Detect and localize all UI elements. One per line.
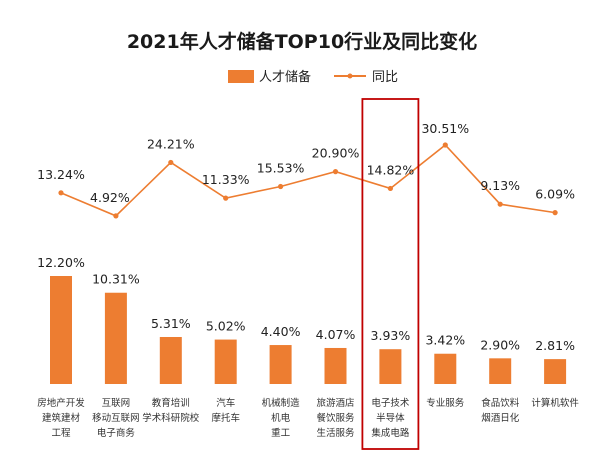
line-point: [332, 169, 339, 175]
bar-value-label: 2.81%: [535, 338, 575, 353]
line-value-label: 30.51%: [421, 121, 469, 136]
legend-bar-swatch: [228, 70, 254, 83]
bar-value-label: 10.31%: [92, 272, 140, 287]
bar-labels: 12.20% 10.31% 5.31% 5.02% 4.40% 4.07% 3.93% 3.4…: [37, 255, 575, 353]
chart-title: 2021年人才储备TOP10行业及同比变化: [127, 30, 477, 53]
bar: [214, 339, 237, 384]
line-point: [552, 210, 558, 216]
category-label: 房地产开发建筑建材工程: [37, 397, 85, 439]
category-label: 汽车摩托车: [211, 397, 240, 424]
bar-value-label: 3.42%: [425, 333, 465, 348]
bar-value-label: 2.90%: [480, 337, 520, 352]
category-labels: 房地产开发建筑建材工程互联网移动互联网电子商务教育培训学术科研院校汽车摩托车机械…: [37, 397, 579, 439]
line-point: [58, 190, 64, 196]
bar-value-label: 12.20%: [37, 255, 85, 270]
bar-value-label: 4.07%: [316, 327, 356, 342]
line-point: [442, 142, 448, 148]
line-value-label: 14.82%: [367, 162, 415, 177]
category-label: 互联网移动互联网电子商务: [92, 398, 140, 439]
bar-series: [50, 276, 567, 384]
category-label: 教育培训学术科研院校: [142, 397, 200, 424]
line-point: [223, 195, 229, 201]
line-value-label: 24.21%: [147, 136, 195, 151]
bar-value-label: 5.31%: [151, 316, 191, 331]
bar: [324, 347, 347, 384]
bar: [269, 345, 292, 384]
bar: [544, 359, 567, 384]
line-value-label: 6.09%: [535, 187, 575, 202]
line-value-label: 4.92%: [90, 190, 130, 205]
line-point: [387, 185, 393, 192]
bar-value-label: 4.40%: [261, 324, 301, 339]
legend: 人才储备 同比: [228, 69, 398, 85]
bar: [50, 276, 72, 384]
bar-value-label: 3.93%: [371, 328, 411, 343]
line-value-label: 20.90%: [312, 146, 360, 161]
category-label: 旅游酒店餐饮服务生活服务: [316, 397, 355, 439]
line-point: [168, 159, 174, 166]
line-value-label: 15.53%: [257, 160, 305, 175]
legend-bar-label: 人才储备: [259, 69, 311, 85]
category-label: 电子技术半导体集成电路: [371, 397, 410, 439]
bar: [434, 353, 457, 384]
line-value-label: 9.13%: [480, 178, 520, 193]
category-label: 专业服务: [426, 397, 465, 409]
line-path: [60, 143, 556, 217]
category-label: 食品饮料烟酒日化: [481, 397, 520, 424]
bar: [379, 349, 402, 384]
line-value-label: 11.33%: [202, 172, 250, 187]
bar-value-label: 5.02%: [206, 319, 246, 334]
line-series: [58, 142, 558, 219]
legend-line-marker: [347, 73, 353, 79]
bar: [104, 292, 127, 384]
bar: [489, 358, 512, 384]
category-label: 机械制造机电重工: [262, 397, 301, 439]
bar: [159, 336, 182, 384]
line-point: [113, 213, 119, 219]
line-point: [497, 201, 503, 207]
line-point: [278, 183, 284, 190]
legend-line-label: 同比: [372, 70, 398, 85]
category-label: 计算机软件: [531, 397, 579, 409]
highlight-box: [361, 98, 420, 450]
line-labels: 13.24% 4.92% 24.21% 11.33% 15.53% 20.90% 14.82…: [37, 121, 575, 205]
line-value-label: 13.24%: [37, 167, 85, 182]
